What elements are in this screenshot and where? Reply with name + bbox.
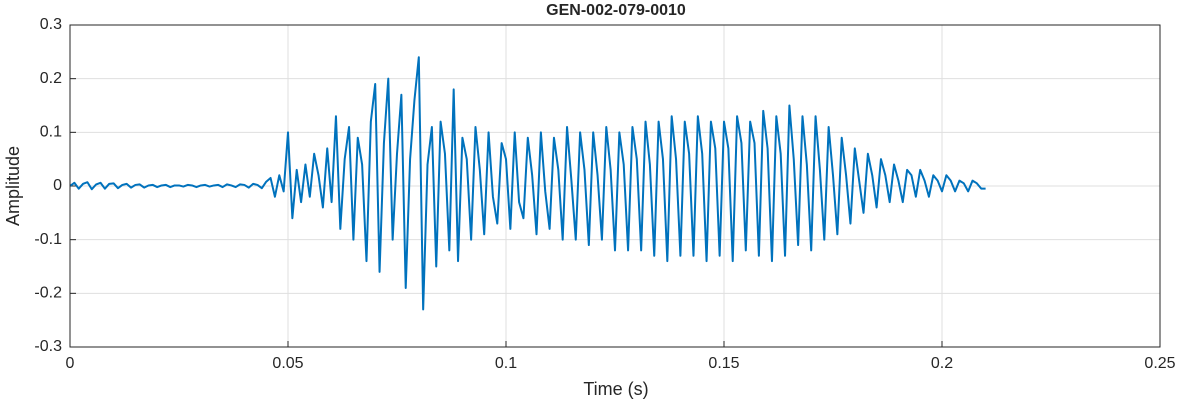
y-tick-label: 0 <box>53 177 62 194</box>
y-tick-label: 0.2 <box>40 70 62 87</box>
y-axis-label: Amplitude <box>3 146 23 226</box>
x-tick-label: 0.25 <box>1144 355 1175 372</box>
x-tick-label: 0.15 <box>708 355 739 372</box>
y-tick-label: -0.1 <box>34 231 62 248</box>
x-axis-label: Time (s) <box>583 379 648 399</box>
x-tick-label: 0.2 <box>931 355 953 372</box>
y-tick-label: 0.1 <box>40 124 62 141</box>
x-tick-label: 0.1 <box>495 355 517 372</box>
axes-box <box>69 24 1161 348</box>
x-tick-label: 0 <box>66 355 75 372</box>
y-tick-label: -0.3 <box>34 338 62 355</box>
y-tick-label: 0.3 <box>40 16 62 33</box>
waveform-line <box>69 56 986 311</box>
x-tick-label: 0.05 <box>272 355 303 372</box>
y-tick-label: -0.2 <box>34 285 62 302</box>
chart-title: GEN-002-079-0010 <box>546 2 686 19</box>
